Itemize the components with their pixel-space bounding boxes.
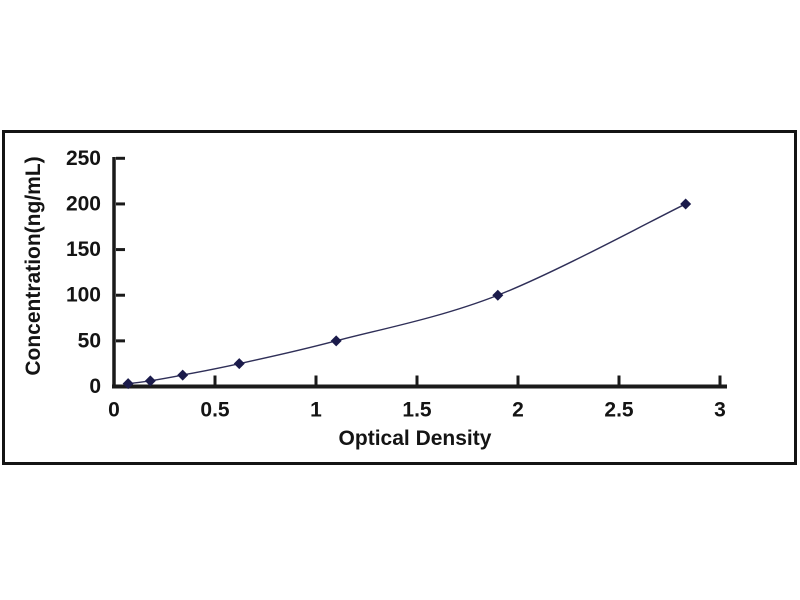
curve-line — [128, 203, 686, 385]
y-tick-label: 200 — [66, 192, 101, 215]
data-point-marker — [144, 375, 156, 387]
x-tick-label: 1.5 — [402, 399, 432, 422]
y-tick-label: 150 — [66, 238, 101, 261]
data-point-marker — [122, 378, 134, 390]
y-tick-label: 0 — [89, 375, 101, 398]
data-point-marker — [680, 198, 692, 210]
x-tick-label: 0.5 — [200, 399, 230, 422]
y-tick-label: 250 — [66, 147, 101, 170]
x-tick-label: 2 — [512, 399, 524, 422]
x-axis-title: Optical Density — [338, 427, 492, 450]
data-point-marker — [492, 289, 504, 301]
x-tick-label: 0 — [108, 399, 120, 422]
chart-frame — [2, 130, 797, 465]
x-tick-label: 2.5 — [604, 399, 634, 422]
data-point-marker — [233, 358, 245, 370]
data-point-marker — [177, 369, 189, 381]
x-tick-label: 3 — [714, 399, 726, 422]
y-tick-label: 50 — [78, 329, 101, 352]
y-tick-label: 100 — [66, 284, 101, 307]
data-point-marker — [330, 335, 342, 347]
x-tick-label: 1 — [310, 399, 322, 422]
